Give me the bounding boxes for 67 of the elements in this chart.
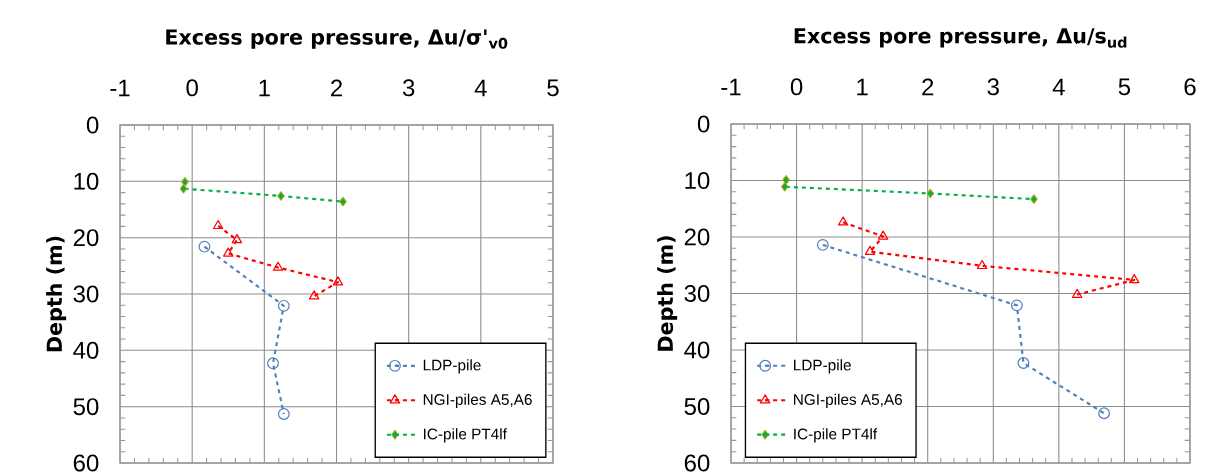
x-axis-title: Excess pore pressure, Δu/σ'$_{v0}$: [166, 29, 508, 49]
y-tick-label: 0: [697, 115, 710, 133]
x-tick-label: 3: [987, 78, 999, 96]
x-tick-label: -1: [110, 79, 130, 97]
y-tick-label: 0: [86, 116, 99, 134]
x-tick-label: 6: [1184, 78, 1196, 96]
y-tick-label: 60: [684, 454, 710, 472]
y-tick-label: 10: [74, 172, 99, 190]
legend-label: NGI-piles A5,A6: [794, 393, 902, 408]
point: [181, 177, 189, 187]
x-tick-label: 4: [474, 79, 487, 97]
y-tick-label: 10: [685, 171, 710, 189]
point: [1129, 274, 1140, 284]
point: [1098, 407, 1111, 420]
x-tick-label: 1: [857, 78, 868, 96]
x-tick-label: 1: [259, 79, 270, 97]
point: [308, 290, 320, 300]
y-tick-label: 30: [73, 285, 99, 303]
point: [864, 245, 876, 255]
y-tick-label: 40: [684, 341, 710, 359]
point: [1071, 288, 1083, 298]
legend-label: IC-pile PT4lf: [424, 428, 507, 443]
point: [231, 233, 243, 244]
y-axis-title: Depth (m): [46, 236, 67, 352]
x-tick-label: 5: [1118, 78, 1131, 96]
x-tick-label: 0: [790, 78, 803, 96]
y-tick-label: 40: [73, 341, 99, 359]
y-tick-label: 30: [684, 284, 710, 302]
point: [1017, 357, 1030, 369]
point: [277, 299, 290, 312]
point: [816, 238, 829, 251]
x-tick-label: 5: [547, 79, 559, 97]
point: [272, 261, 284, 271]
point: [926, 188, 935, 199]
y-tick-label: 20: [73, 229, 99, 247]
point: [332, 276, 344, 286]
legend-label: NGI-piles A5,A6: [423, 393, 532, 408]
legend-label: LDP-pile: [423, 359, 481, 374]
point: [277, 408, 290, 420]
x-tick-label: 2: [922, 78, 934, 96]
y-tick-label: 50: [684, 397, 710, 415]
point: [267, 357, 279, 370]
point: [277, 191, 285, 201]
point: [179, 183, 188, 194]
point: [976, 259, 988, 270]
y-tick-label: 60: [73, 454, 99, 472]
x-tick-label: 4: [1052, 78, 1065, 96]
point: [1010, 299, 1023, 312]
point: [1030, 194, 1038, 204]
x-tick-label: 2: [331, 79, 342, 97]
y-axis-title: Depth (m): [657, 236, 678, 351]
point: [877, 230, 889, 240]
legend-label: IC-pile PT4lf: [794, 428, 878, 443]
point: [198, 240, 211, 253]
point: [223, 247, 234, 257]
x-tick-label: 0: [186, 79, 198, 97]
point: [782, 175, 790, 185]
x-tick-label: 3: [402, 79, 415, 97]
y-tick-label: 50: [73, 398, 99, 416]
x-axis-title: Excess pore pressure, Δu/s$_{ud}$: [794, 28, 1127, 48]
y-tick-label: 20: [684, 228, 710, 246]
point: [212, 219, 224, 230]
legend-label: LDP-pile: [794, 359, 851, 374]
x-tick-label: -1: [721, 78, 741, 96]
point: [339, 196, 347, 207]
point: [837, 216, 849, 226]
point: [781, 181, 789, 192]
